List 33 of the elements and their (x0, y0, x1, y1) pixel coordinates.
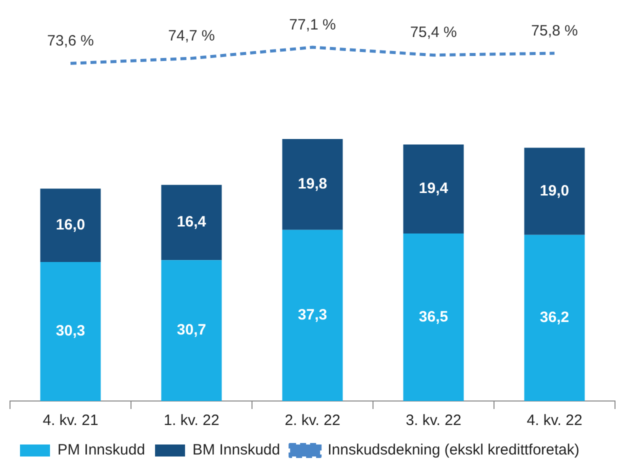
data-label: 16,0 (56, 216, 86, 234)
data-label: 30,3 (56, 322, 86, 340)
bar (524, 234, 585, 401)
x-tick-label: 3. kv. 22 (406, 412, 462, 430)
data-label: 16,4 (176, 214, 207, 231)
x-tick-label: 4. kv. 22 (526, 412, 582, 430)
data-label: 37,3 (298, 306, 328, 324)
data-label: 30,7 (176, 322, 206, 339)
bar (161, 184, 222, 260)
bar (161, 260, 222, 401)
data-label: 19,8 (298, 176, 328, 193)
bar (403, 234, 464, 401)
data-label: 36,2 (540, 309, 570, 326)
data-label: 36,5 (418, 308, 448, 326)
data-label: 77,1 % (289, 16, 336, 34)
legend-label: Innskudsdekning (ekskl kredittforetak) (328, 442, 580, 459)
bar (40, 188, 101, 262)
data-label: 75,4 % (410, 24, 457, 42)
data-label: 74,7 % (168, 27, 215, 44)
bar (282, 230, 343, 401)
x-tick-label: 1. kv. 22 (164, 412, 220, 430)
x-tick-label: 4. kv. 21 (42, 412, 98, 430)
bar (40, 262, 101, 401)
bar (524, 148, 585, 235)
data-label: 75,8 % (531, 22, 578, 40)
legend-label: PM Innskudd (58, 442, 146, 459)
data-label: 73,6 % (47, 32, 94, 50)
data-label: 19,0 (540, 182, 570, 200)
bar (282, 139, 343, 230)
x-tick-label: 2. kv. 22 (284, 412, 340, 430)
legend-label: BM Innskudd (192, 442, 280, 459)
bar (403, 144, 464, 234)
data-label: 19,4 (418, 180, 449, 198)
